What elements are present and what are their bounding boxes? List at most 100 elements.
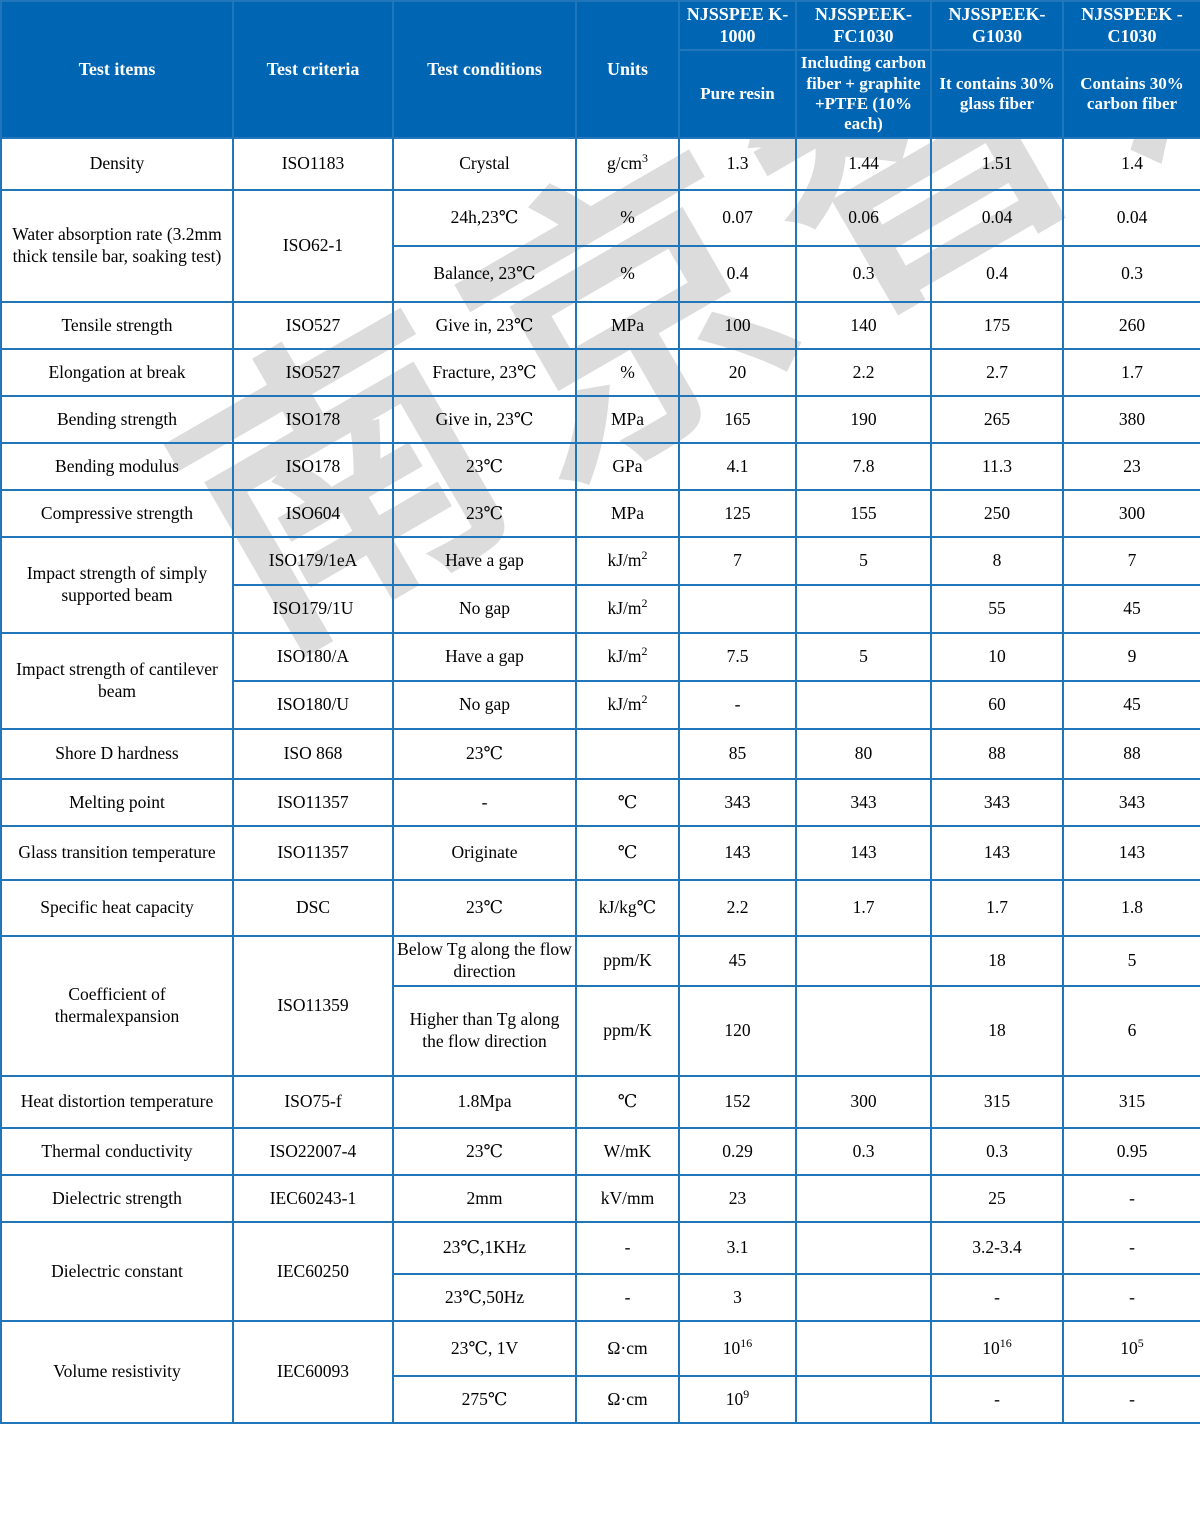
cell-unit: kJ/m2 <box>575 583 680 634</box>
cell-value-4: 0.04 <box>1062 188 1200 247</box>
cell-value-2: 0.06 <box>795 188 932 247</box>
cell-test-criteria: ISO1183 <box>232 136 394 191</box>
header-row-desc: Pure resin Including carbon fiber + grap… <box>1 49 1200 139</box>
table-row: Volume resistivity IEC60093 23℃, 1V Ω·cm 101… <box>0 1319 1200 1424</box>
cell-test-condition: 23℃ <box>392 878 577 937</box>
cell-test-item: Bending strength <box>0 394 234 444</box>
cell-test-item: Dielectric constant <box>0 1220 234 1322</box>
cell-test-item: Melting point <box>0 777 234 827</box>
cell-value-3: 175 <box>930 300 1064 350</box>
cell-unit: ppm/K <box>575 934 680 987</box>
cell-value-1: 20 <box>678 347 797 397</box>
header-product-desc-3: It contains 30% glass fiber <box>930 49 1064 139</box>
table-body: Density ISO1183 Crystal g/cm3 1.3 1.44 1.51 1.4… <box>0 136 1200 1424</box>
cell-value-2: 5 <box>795 535 932 586</box>
cell-value-4: 343 <box>1062 777 1200 827</box>
cell-unit: ppm/K <box>575 984 680 1077</box>
cell-test-condition: Give in, 23℃ <box>392 394 577 444</box>
cell-value-2: 80 <box>795 727 932 780</box>
cell-value-2: 140 <box>795 300 932 350</box>
cell-unit: Ω·cm <box>575 1374 680 1424</box>
cell-value-4: 0.3 <box>1062 244 1200 303</box>
cell-value-1: 7 <box>678 535 797 586</box>
cell-value-4: 1.7 <box>1062 347 1200 397</box>
cell-test-item: Thermal conductivity <box>0 1126 234 1176</box>
table-row: Elongation at break ISO527 Fracture, 23℃% 2… <box>0 347 1200 397</box>
table-row: Dielectric strength IEC60243-1 2mm kV/mm 23 2… <box>0 1173 1200 1223</box>
header-product-code-1: NJSSPEE K-1000 <box>678 0 797 52</box>
cell-test-criteria: ISO179/1U <box>232 583 394 634</box>
table-row: Water absorption rate (3.2mm thick tensi… <box>0 188 1200 303</box>
table-row: 275℃ Ω·cm 109 - - <box>1 1374 1200 1424</box>
cell-value-1: 152 <box>678 1074 797 1129</box>
cell-unit: ℃ <box>575 777 680 827</box>
cell-value-1 <box>678 583 797 634</box>
cell-test-item: Volume resistivity <box>0 1319 234 1424</box>
cell-unit: % <box>575 244 680 303</box>
cell-value-2 <box>795 583 932 634</box>
cell-value-2 <box>795 679 932 730</box>
cell-unit: % <box>575 188 680 247</box>
cell-unit: GPa <box>575 441 680 491</box>
cell-unit: kJ/m2 <box>575 535 680 586</box>
cell-value-2 <box>795 1272 932 1322</box>
table-row: Bending modulus ISO178 23℃ GPa 4.1 7.8 11.3 23 <box>0 441 1200 491</box>
cell-value-2 <box>795 1173 932 1223</box>
cell-test-item: Shore D hardness <box>0 727 234 780</box>
table-row: Heat distortion temperature ISO75-f 1.8Mpa… <box>0 1074 1200 1129</box>
cell-test-criteria: ISO180/A <box>232 631 394 682</box>
cell-value-1: 0.07 <box>678 188 797 247</box>
cell-value-3: 3.2-3.4 <box>930 1220 1064 1275</box>
table-row: Glass transition temperature ISO11357 Orig… <box>0 824 1200 881</box>
cell-value-2: 7.8 <box>795 441 932 491</box>
cell-value-2 <box>795 984 932 1077</box>
cell-test-condition: 23℃,1KHz <box>392 1220 577 1275</box>
cell-test-condition: 23℃ <box>392 727 577 780</box>
cell-test-condition: Give in, 23℃ <box>392 300 577 350</box>
cell-test-item: Impact strength of simply supported beam <box>0 535 234 634</box>
cell-value-4: 88 <box>1062 727 1200 780</box>
table-row: Thermal conductivity ISO22007-4 23℃ W/mK 0.2… <box>0 1126 1200 1176</box>
cell-test-criteria: IEC60093 <box>232 1319 394 1424</box>
cell-value-2: 2.2 <box>795 347 932 397</box>
cell-test-condition: 2mm <box>392 1173 577 1223</box>
cell-value-2: 300 <box>795 1074 932 1129</box>
cell-test-condition: Higher than Tg along the flow direction <box>392 984 577 1077</box>
header-row-top: Test items Test criteria Test conditions… <box>0 0 1200 139</box>
table-row: Higher than Tg along the flow direction p… <box>1 984 1200 1077</box>
cell-test-criteria: ISO604 <box>232 488 394 538</box>
table-row: Balance, 23℃% 0.4 0.3 0.4 0.3 <box>1 244 1200 303</box>
cell-value-1: 120 <box>678 984 797 1077</box>
cell-unit: ℃ <box>575 1074 680 1129</box>
cell-value-1: 109 <box>678 1374 797 1424</box>
cell-value-3: - <box>930 1272 1064 1322</box>
cell-value-4: 45 <box>1062 679 1200 730</box>
cell-value-1: 4.1 <box>678 441 797 491</box>
cell-value-3: 2.7 <box>930 347 1064 397</box>
cell-value-4: 0.95 <box>1062 1126 1200 1176</box>
cell-value-1: 125 <box>678 488 797 538</box>
cell-value-3: 1016 <box>930 1319 1064 1377</box>
cell-unit: - <box>575 1272 680 1322</box>
cell-unit: Ω·cm <box>575 1319 680 1377</box>
cell-value-1: 100 <box>678 300 797 350</box>
cell-test-criteria: IEC60250 <box>232 1220 394 1322</box>
cell-test-criteria: ISO75-f <box>232 1074 394 1129</box>
cell-value-4: 7 <box>1062 535 1200 586</box>
header-product-code-3: NJSSPEEK-G1030 <box>930 0 1064 52</box>
cell-value-3: 1.7 <box>930 878 1064 937</box>
cell-value-2: 0.3 <box>795 244 932 303</box>
cell-test-condition: Have a gap <box>392 631 577 682</box>
cell-value-3: 10 <box>930 631 1064 682</box>
cell-value-1: 1.3 <box>678 136 797 191</box>
cell-value-3: 143 <box>930 824 1064 881</box>
cell-value-1: 45 <box>678 934 797 987</box>
cell-test-condition: 1.8Mpa <box>392 1074 577 1129</box>
cell-test-criteria: ISO527 <box>232 347 394 397</box>
cell-value-4: 105 <box>1062 1319 1200 1377</box>
cell-value-4: - <box>1062 1220 1200 1275</box>
cell-value-2: 1.7 <box>795 878 932 937</box>
cell-value-2 <box>795 1374 932 1424</box>
cell-unit: W/mK <box>575 1126 680 1176</box>
cell-value-1: 343 <box>678 777 797 827</box>
